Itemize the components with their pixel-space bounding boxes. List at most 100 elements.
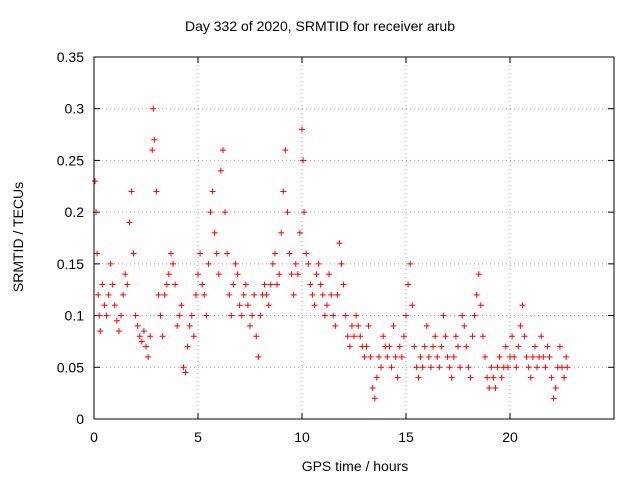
data-point [351,333,357,340]
data-point [484,374,491,381]
data-point [201,291,208,298]
data-point [228,312,235,319]
data-point [96,312,103,319]
data-point [338,260,345,267]
x-tick-label: 10 [294,429,310,445]
data-point [525,364,532,371]
data-point [138,338,145,345]
data-points [92,105,571,402]
data-point [390,322,397,329]
data-point [217,167,224,174]
data-point [384,353,391,360]
data-point [190,333,197,340]
data-point [496,353,503,360]
data-point [425,353,432,360]
data-point [120,291,127,298]
y-tick-label: 0.15 [57,256,84,272]
data-point [527,374,534,381]
data-point [375,353,382,360]
y-tick-label: 0.05 [57,359,84,375]
data-point [342,312,349,319]
data-point [128,188,135,195]
data-point [130,250,137,257]
data-point [323,302,330,309]
data-point [253,333,260,340]
data-point [300,157,307,164]
data-point [276,271,283,278]
data-point [398,353,405,360]
data-point [434,353,441,360]
data-point [540,353,547,360]
data-point [111,302,118,309]
data-point [244,302,251,309]
data-point [492,384,499,391]
data-point [548,374,555,381]
x-axis-label: GPS time / hours [301,458,409,474]
data-point [132,312,139,319]
x-tick-label: 0 [90,429,98,445]
data-point [423,322,430,329]
data-point [176,312,183,319]
data-point [321,312,328,319]
data-point [309,291,316,298]
x-tick-label: 15 [398,429,414,445]
data-point [136,333,143,340]
plot-frame [93,56,615,420]
data-point [544,343,551,350]
data-point [556,343,563,350]
axis-ticks: 0 0.05 0.1 0.15 0.2 0.25 0.3 0.35 0 5 10 15 20 [57,49,614,445]
data-point [450,353,457,360]
data-point [455,343,461,350]
data-point [172,281,179,288]
data-point [122,271,129,278]
data-point [195,271,201,278]
data-point [307,281,314,288]
data-point [118,312,125,319]
data-point [334,291,341,298]
data-point [521,333,528,340]
data-point [430,343,437,350]
data-point [494,364,501,371]
data-point [157,312,164,319]
data-point [288,271,295,278]
data-point [440,312,447,319]
data-point [99,281,106,288]
data-point [552,384,559,391]
data-point [346,343,353,350]
data-point [249,312,256,319]
data-point [373,374,380,381]
data-point [550,395,557,402]
data-point [103,312,110,319]
data-point [371,395,378,402]
data-point [386,343,393,350]
data-point [442,333,449,340]
data-point [388,364,395,371]
data-point [475,271,482,278]
data-point [150,105,157,112]
data-point [315,260,322,267]
data-point [317,281,324,288]
data-point [380,333,387,340]
data-point [531,343,538,350]
data-point [255,353,262,360]
data-point [515,343,522,350]
data-point [236,302,243,309]
data-point [482,353,489,360]
data-point [95,291,102,298]
chart-title: Day 332 of 2020, SRMTID for receiver aru… [184,18,455,34]
data-point [294,271,301,278]
data-point [140,328,147,335]
data-point [561,374,568,381]
data-point [251,291,258,298]
data-point [457,364,464,371]
data-point [546,353,553,360]
data-point [407,260,414,267]
y-tick-label: 0 [76,411,84,427]
data-point [205,260,212,267]
data-point [444,353,451,360]
data-point [199,281,206,288]
data-point [290,291,297,298]
data-point [396,343,403,350]
data-point [367,353,374,360]
